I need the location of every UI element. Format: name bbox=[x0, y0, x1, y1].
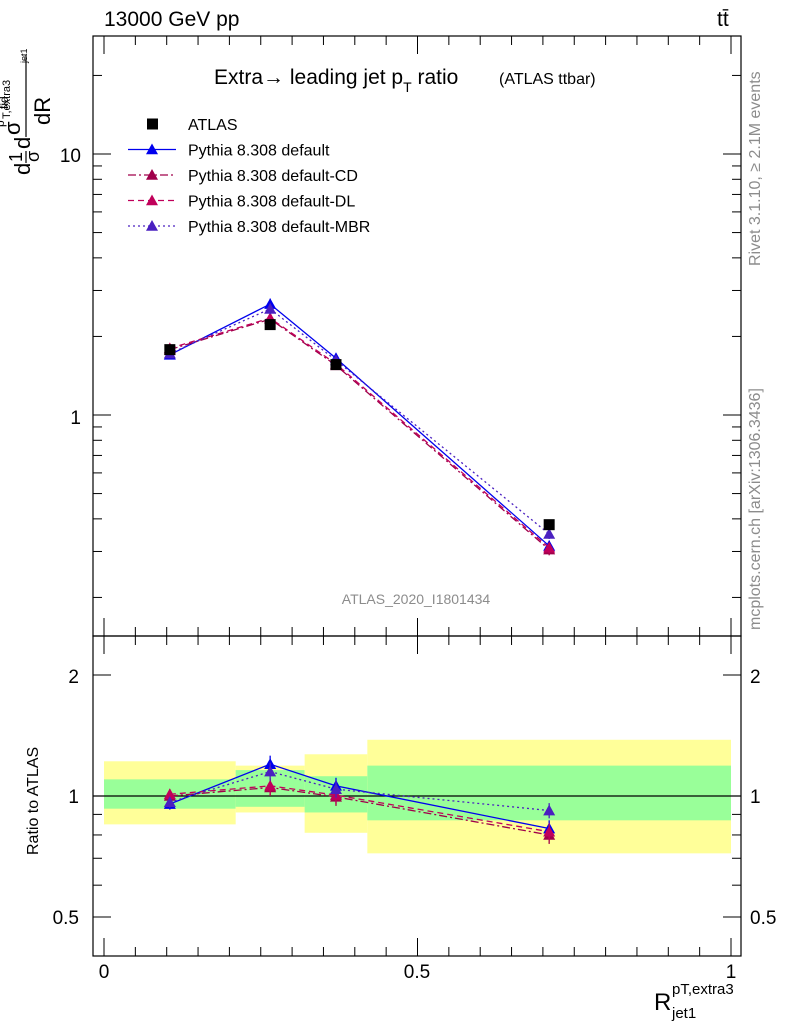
ylabel-jet1: jet1 bbox=[19, 48, 29, 64]
ratio-ytick-label-2: 2 bbox=[68, 667, 79, 688]
legend-label: Pythia 8.308 default bbox=[188, 143, 330, 160]
ratio-point-marker bbox=[543, 825, 556, 837]
ratio-point-marker bbox=[329, 783, 342, 794]
main-point-marker bbox=[264, 302, 277, 314]
ylabel-dsigma: σ bbox=[0, 121, 25, 135]
plot-title-main: Extra→ leading jet p bbox=[214, 66, 403, 89]
legend-marker-atlas bbox=[147, 118, 158, 130]
atlas-data-marker bbox=[164, 344, 176, 356]
legend-label: Pythia 8.308 default-MBR bbox=[188, 219, 370, 236]
xlabel-R: R bbox=[654, 989, 671, 1016]
rivet-version-label: Rivet 3.1.10, ≥ 2.1M events bbox=[747, 71, 764, 266]
plot-title-after: ratio bbox=[412, 66, 459, 89]
ratio-point-marker bbox=[163, 796, 176, 808]
ratio-ytick-label-1-right: 1 bbox=[750, 787, 761, 808]
legend-marker bbox=[146, 169, 158, 180]
ratio-y-axis-label: Ratio to ATLAS bbox=[25, 747, 42, 855]
ylabel-fid: fid bbox=[0, 96, 11, 109]
main-series-layer bbox=[163, 298, 556, 556]
header-left-text: 13000 GeV pp bbox=[104, 8, 239, 31]
ratio-point-marker bbox=[543, 804, 556, 816]
mcplots-label: mcplots.cern.ch [arXiv:1306.3436] bbox=[747, 388, 764, 630]
ylabel-d1: d bbox=[10, 163, 35, 175]
plot-title: Extra→ leading jet pT ratio bbox=[214, 66, 458, 95]
ratio-ytick-label-0.5-right: 0.5 bbox=[750, 908, 776, 929]
legend-marker bbox=[146, 143, 158, 155]
main-line-3 bbox=[169, 308, 550, 535]
ratio-line-3 bbox=[169, 770, 550, 812]
ylabel-one: 1 bbox=[6, 152, 26, 162]
atlas-data-marker bbox=[264, 319, 276, 331]
legend-label: ATLAS bbox=[188, 117, 238, 134]
xlabel-sub: jet1 bbox=[671, 1005, 696, 1022]
ylabel-textra3: T,extra3 bbox=[1, 80, 13, 119]
main-point-marker bbox=[543, 527, 556, 539]
watermark: ATLAS_2020_I1801434 bbox=[342, 591, 491, 607]
main-y-axis-label: d 1 σ d σ fid p T,extra3 jet1 dR bbox=[0, 48, 55, 175]
ratio-line-2 bbox=[169, 785, 550, 833]
header-right-text: tt̄ bbox=[717, 8, 729, 31]
main-line-2 bbox=[169, 317, 550, 549]
ratio-ytick-label-0.5: 0.5 bbox=[53, 908, 79, 929]
ratio-ytick-label-2-right: 2 bbox=[750, 667, 761, 688]
xtick-label-0.5: 0.5 bbox=[404, 962, 430, 983]
ratio-panel: 2 1 0.5 2 1 0.5 Ratio to ATLAS bbox=[25, 635, 776, 957]
xtick-label-1: 1 bbox=[726, 962, 737, 983]
ylabel-d2: d bbox=[10, 137, 35, 149]
ratio-line-0 bbox=[169, 763, 550, 830]
legend: ATLAS Pythia 8.308 default Pythia 8.308 de… bbox=[128, 117, 370, 236]
ratio-point-marker bbox=[264, 765, 277, 777]
legend-label: Pythia 8.308 default-CD bbox=[188, 168, 358, 185]
ratio-y-ticks bbox=[93, 674, 741, 918]
main-panel: 1 10 ATLAS_2020_I1801434 ATLAS Pythia 8.3… bbox=[60, 35, 742, 637]
main-line-1 bbox=[169, 318, 550, 551]
legend-label: Pythia 8.308 default-DL bbox=[188, 194, 355, 211]
xlabel-sup: pT,extra3 bbox=[672, 981, 734, 998]
ratio-point-marker bbox=[264, 779, 277, 791]
plot-title-small: (ATLAS ttbar) bbox=[499, 71, 596, 88]
ylabel-sigma: σ bbox=[23, 151, 43, 162]
ylabel-p: p bbox=[0, 120, 7, 127]
legend-marker bbox=[146, 220, 158, 231]
plot-title-sub: T bbox=[403, 79, 412, 95]
x-axis-label: R pT,extra3 jet1 bbox=[654, 981, 734, 1022]
legend-marker bbox=[146, 194, 158, 206]
main-y-ticks bbox=[93, 74, 741, 598]
atlas-data-marker bbox=[543, 519, 555, 531]
main-ytick-label-1: 1 bbox=[70, 408, 81, 429]
x-axis-ticks bbox=[103, 36, 732, 956]
main-ytick-label-10: 10 bbox=[60, 146, 81, 167]
ratio-series-layer bbox=[163, 755, 556, 844]
ratio-point-marker bbox=[163, 788, 176, 800]
ylabel-dR: dR bbox=[30, 97, 55, 125]
xtick-label-0: 0 bbox=[99, 962, 110, 983]
main-point-marker bbox=[543, 541, 556, 553]
atlas-data-marker bbox=[330, 359, 342, 371]
main-line-0 bbox=[169, 303, 550, 547]
ratio-line-1 bbox=[169, 786, 550, 836]
ratio-ytick-label-1: 1 bbox=[68, 787, 79, 808]
